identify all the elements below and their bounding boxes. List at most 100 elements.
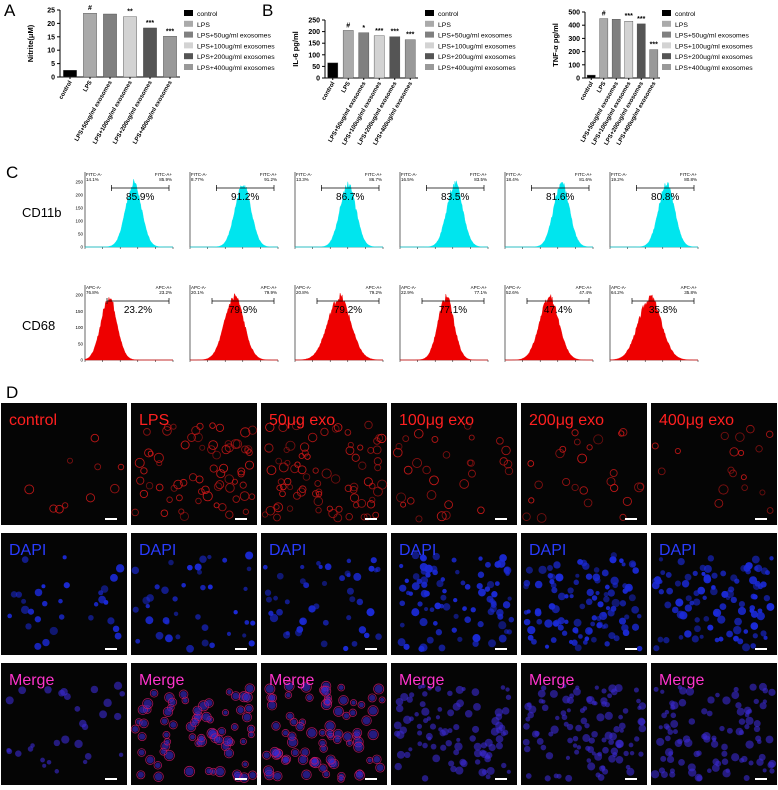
cell [357, 498, 367, 508]
cell [345, 446, 355, 456]
nucleus [438, 644, 446, 652]
nucleus [303, 582, 310, 589]
nucleus [721, 750, 728, 757]
image-bg [651, 403, 777, 525]
nucleus [607, 589, 615, 597]
cell [143, 428, 151, 436]
cell [55, 504, 64, 514]
nucleus [531, 638, 537, 645]
nucleus [666, 755, 675, 764]
cell [117, 463, 125, 471]
nucleus [58, 598, 63, 604]
cell [244, 445, 253, 454]
gate-label: APC-A- [86, 285, 102, 290]
nucleus [694, 617, 700, 623]
nucleus [756, 611, 765, 621]
cell [735, 432, 745, 442]
nucleus [429, 723, 437, 730]
cell [167, 697, 178, 707]
nucleus [562, 683, 567, 688]
nucleus [318, 564, 323, 569]
row-label: CD11b [22, 205, 62, 220]
significance-mark: *** [146, 20, 154, 27]
gate-value: 23.2% [124, 305, 152, 316]
cell [241, 445, 249, 454]
gate-percent: 79.2% [369, 290, 382, 295]
cell [534, 480, 543, 490]
gate-percent: 77.1% [474, 290, 487, 295]
cell [156, 460, 163, 467]
nucleus [54, 769, 60, 774]
legend-swatch [425, 42, 434, 49]
cell [378, 696, 386, 704]
nucleus [650, 770, 660, 779]
cell [237, 467, 246, 476]
cell [312, 490, 320, 498]
nucleus [562, 695, 571, 704]
cell [333, 706, 344, 717]
nucleus [711, 764, 720, 772]
nucleus [453, 613, 459, 619]
nucleus [218, 728, 225, 735]
cell [312, 467, 319, 474]
nucleus [755, 735, 762, 742]
cell [265, 506, 276, 516]
cell [373, 457, 382, 466]
nucleus [422, 691, 428, 697]
nucleus [191, 719, 199, 726]
nucleus [334, 707, 343, 716]
nucleus [82, 759, 88, 765]
cell [412, 458, 423, 468]
image-label: DAPI [529, 542, 566, 559]
nucleus [498, 621, 507, 630]
gate-value: 80.8% [651, 192, 679, 203]
nucleus [714, 637, 720, 643]
nucleus [427, 685, 432, 691]
cell [208, 440, 218, 450]
cell [142, 698, 154, 710]
nucleus [588, 737, 595, 744]
y-tick-label: 200 [75, 193, 83, 198]
gate-label: APC-A- [401, 285, 417, 290]
legend-label: LPS+50ug/ml exosomes [438, 33, 512, 40]
image-label: Merge [9, 672, 54, 689]
cell [153, 761, 163, 770]
cell [586, 444, 593, 451]
nucleus [455, 766, 464, 775]
cell [232, 439, 243, 449]
nucleus [440, 594, 447, 601]
cell [333, 423, 343, 432]
nucleus [34, 642, 42, 650]
nucleus [745, 740, 754, 749]
cell [264, 443, 274, 453]
cell [333, 735, 342, 744]
gate-label: FITC-A- [191, 172, 207, 177]
nucleus [154, 772, 163, 781]
image-label: DAPI [139, 542, 176, 559]
nucleus [524, 702, 532, 711]
nucleus [584, 636, 590, 641]
legend-label: LPS+200ug/ml exosomes [675, 54, 753, 61]
nucleus [393, 730, 401, 737]
nucleus [346, 558, 352, 564]
nucleus [582, 734, 591, 742]
cell [528, 497, 535, 504]
cell [314, 480, 322, 487]
cell [468, 434, 475, 441]
bar [649, 49, 659, 79]
cell [503, 459, 513, 469]
nucleus [225, 749, 233, 757]
nucleus [575, 685, 580, 690]
nucleus [740, 564, 748, 572]
nucleus [421, 707, 430, 716]
cell [504, 466, 514, 476]
cell [349, 493, 360, 503]
legend-label: LPS+400ug/ml exosomes [197, 65, 275, 72]
nucleus [722, 696, 731, 705]
nucleus [745, 716, 754, 725]
nucleus [585, 598, 593, 606]
cell [263, 765, 274, 777]
nucleus [399, 622, 405, 628]
nucleus [626, 767, 635, 776]
nucleus [544, 619, 553, 628]
